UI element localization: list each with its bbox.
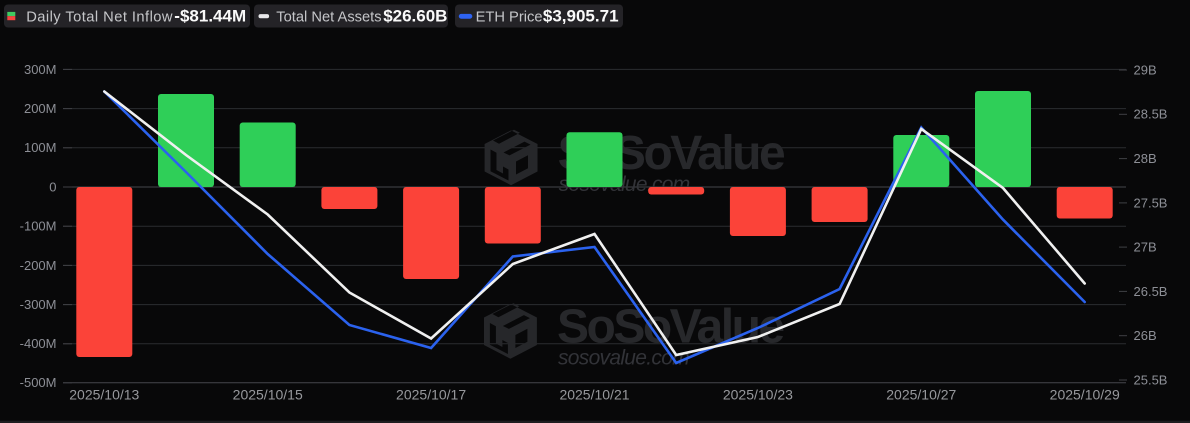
svg-text:28.5B: 28.5B (1134, 107, 1168, 122)
svg-text:-300M: -300M (20, 297, 57, 312)
svg-text:-$81.44M: -$81.44M (174, 7, 246, 26)
svg-text:ETH Price: ETH Price (476, 9, 543, 25)
svg-text:28B: 28B (1134, 151, 1157, 166)
svg-text:2025/10/13: 2025/10/13 (69, 387, 139, 403)
svg-text:2025/10/29: 2025/10/29 (1050, 387, 1120, 403)
svg-text:27.5B: 27.5B (1134, 195, 1168, 210)
svg-text:2025/10/15: 2025/10/15 (233, 387, 303, 403)
svg-text:-500M: -500M (20, 375, 57, 390)
svg-text:300M: 300M (24, 62, 57, 77)
svg-text:-400M: -400M (20, 336, 57, 351)
svg-text:-100M: -100M (20, 219, 57, 234)
svg-text:25.5B: 25.5B (1134, 372, 1168, 387)
svg-text:Daily Total Net Inflow: Daily Total Net Inflow (26, 9, 173, 25)
svg-text:2025/10/21: 2025/10/21 (559, 387, 629, 403)
svg-text:2025/10/23: 2025/10/23 (723, 387, 793, 403)
svg-text:26B: 26B (1134, 328, 1157, 343)
svg-text:0: 0 (49, 179, 56, 194)
svg-text:SoSoValue: SoSoValue (557, 301, 784, 354)
svg-text:sosovalue.com: sosovalue.com (558, 347, 689, 370)
svg-text:100M: 100M (24, 140, 57, 155)
svg-text:2025/10/27: 2025/10/27 (886, 387, 956, 403)
svg-text:Total Net Assets: Total Net Assets (276, 9, 381, 25)
svg-text:2025/10/17: 2025/10/17 (396, 387, 466, 403)
svg-text:200M: 200M (24, 101, 57, 116)
svg-text:-200M: -200M (20, 258, 57, 273)
svg-text:29B: 29B (1134, 62, 1157, 77)
svg-text:$3,905.71: $3,905.71 (543, 7, 619, 26)
svg-text:26.5B: 26.5B (1134, 284, 1168, 299)
svg-text:27B: 27B (1134, 240, 1157, 255)
svg-text:$26.60B: $26.60B (383, 7, 447, 26)
